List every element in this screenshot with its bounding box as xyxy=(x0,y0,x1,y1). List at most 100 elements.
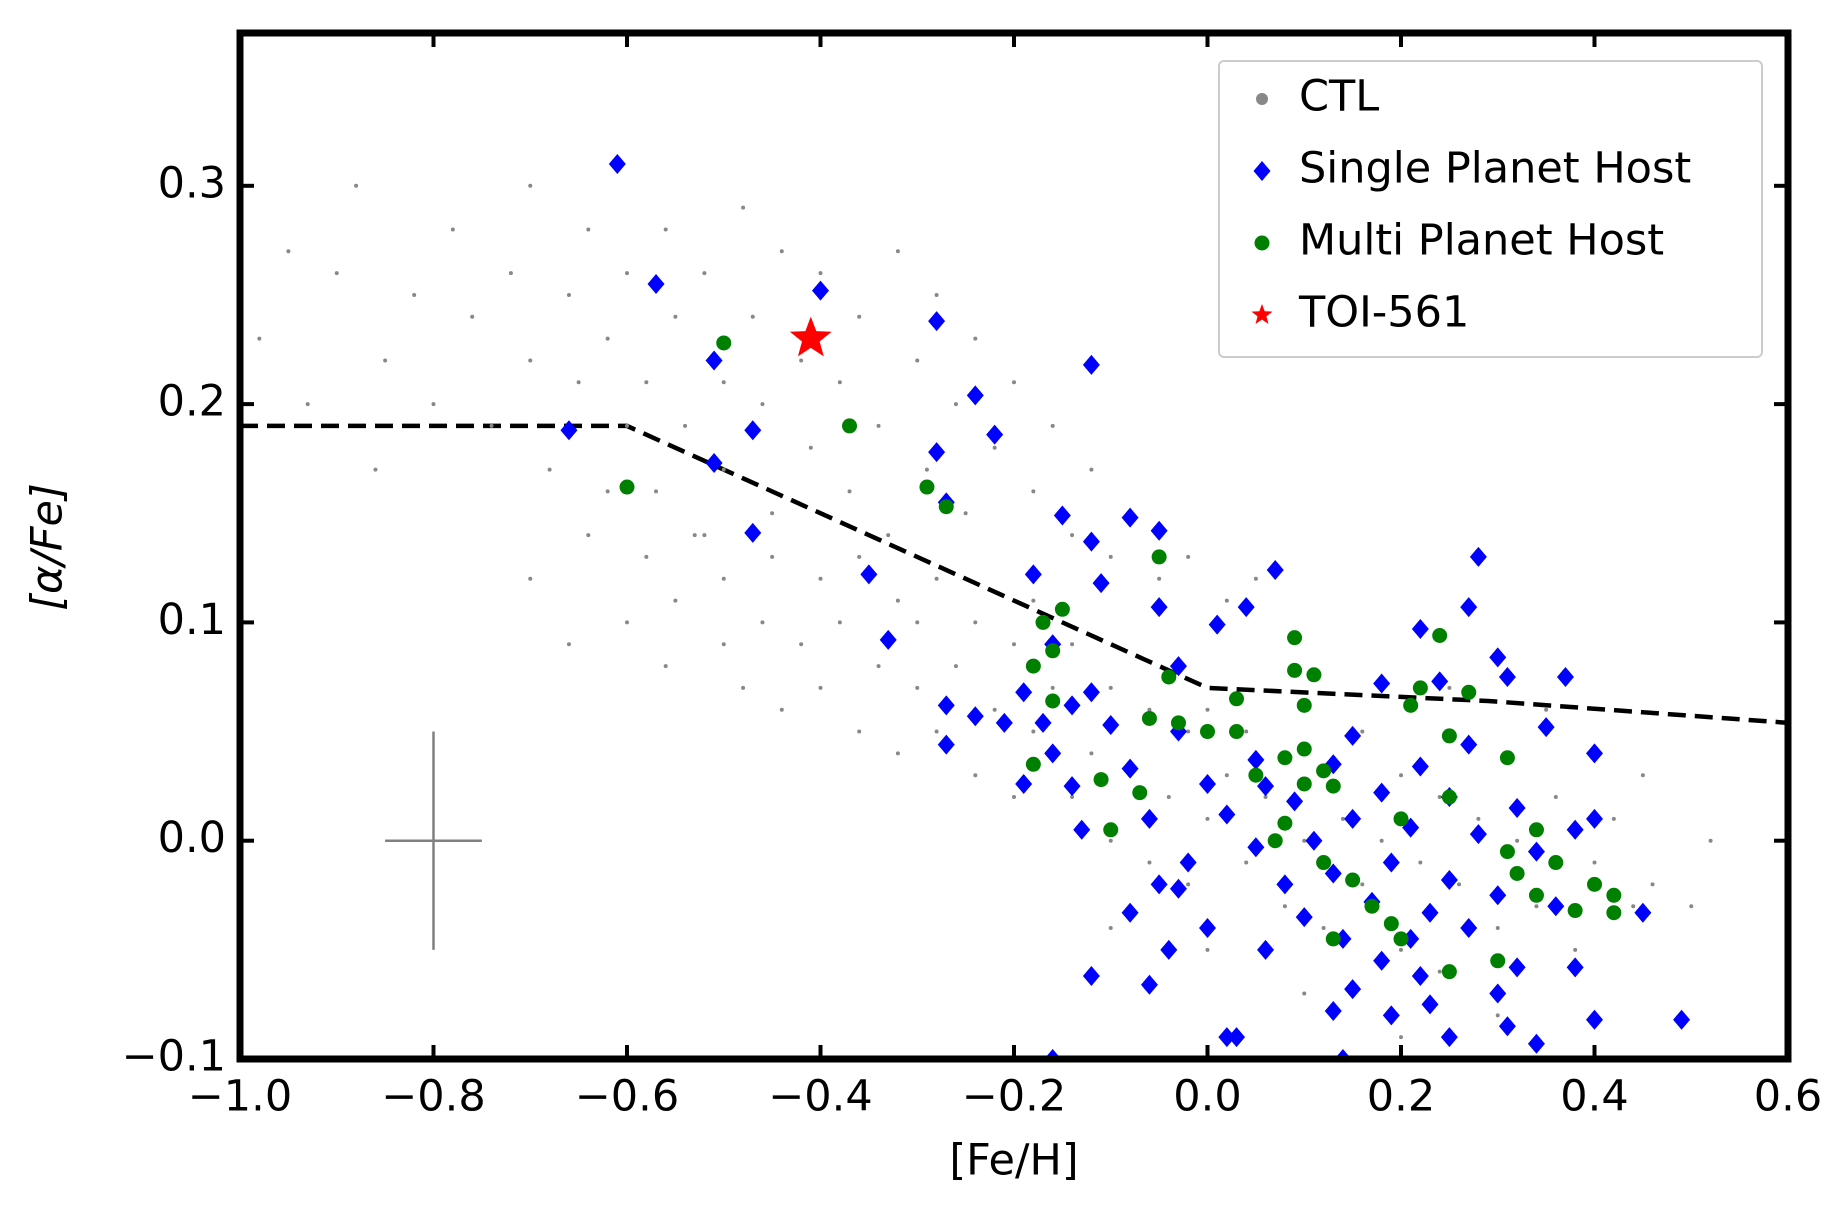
single-host-point xyxy=(1324,863,1342,884)
ctl-point xyxy=(1070,642,1075,647)
ctl-point xyxy=(528,358,533,363)
multi-host-point xyxy=(1093,772,1109,788)
ctl-point xyxy=(992,445,997,450)
multi-host-point xyxy=(1432,628,1448,644)
ctl-point xyxy=(1108,926,1113,931)
ctl-point xyxy=(663,664,668,669)
ctl-point xyxy=(1205,947,1210,952)
single-host-point xyxy=(1344,725,1362,746)
single-host-point xyxy=(1140,974,1158,995)
single-host-point xyxy=(1586,1009,1603,1030)
single-host-point xyxy=(1527,841,1545,862)
ctl-point xyxy=(857,729,862,734)
ctl-point xyxy=(895,751,900,756)
y-tick-label: 0.2 xyxy=(158,377,226,427)
ctl-point xyxy=(1224,598,1229,603)
multi-host-point xyxy=(1296,697,1312,713)
legend-marker xyxy=(1256,93,1268,105)
multi-host-point xyxy=(1441,789,1457,805)
single-host-point xyxy=(1082,682,1100,703)
ctl-point xyxy=(1050,423,1055,428)
single-host-point xyxy=(705,350,723,371)
single-host-point xyxy=(1411,618,1429,639)
ctl-point xyxy=(663,227,668,232)
legend-label: Multi Planet Host xyxy=(1299,216,1664,266)
ctl-point xyxy=(741,685,746,690)
single-host-point xyxy=(1460,918,1478,939)
single-host-point xyxy=(1344,979,1362,1000)
ctl-point xyxy=(760,620,765,625)
ctl-point xyxy=(779,707,784,712)
multi-host-point xyxy=(1509,865,1525,881)
ctl-point xyxy=(1012,380,1016,385)
single-host-point xyxy=(1498,1016,1516,1037)
single-host-point xyxy=(705,453,723,474)
ctl-point xyxy=(692,533,697,538)
single-host-point xyxy=(1218,1027,1236,1048)
ctl-point xyxy=(953,664,958,669)
ctl-point xyxy=(654,489,659,494)
single-host-point xyxy=(1508,957,1526,978)
legend-label: Single Planet Host xyxy=(1299,144,1691,194)
multi-host-point xyxy=(1248,767,1264,783)
multi-host-point xyxy=(1325,931,1341,947)
x-tick-label: 0.2 xyxy=(1367,1072,1435,1122)
ctl-point xyxy=(1263,795,1268,800)
multi-host-point xyxy=(1141,710,1157,726)
ctl-point xyxy=(1650,882,1655,887)
ctl-point xyxy=(1689,904,1694,909)
single-host-point xyxy=(1382,852,1400,873)
ctl-point xyxy=(1457,882,1462,887)
ctl-point xyxy=(1544,707,1549,712)
multi-host-point xyxy=(1025,658,1041,674)
multi-host-point xyxy=(1316,855,1332,871)
ctl-point xyxy=(470,314,475,319)
single-host-point xyxy=(1150,520,1168,541)
ctl-point xyxy=(673,598,678,603)
multi-host-point xyxy=(1461,684,1477,700)
single-host-point xyxy=(1140,808,1158,829)
single-host-point xyxy=(1489,647,1507,668)
multi-host-point xyxy=(1606,887,1622,903)
single-host-point xyxy=(1440,869,1458,890)
multi-host-point xyxy=(1035,614,1051,630)
ctl-point xyxy=(1108,554,1113,559)
single-host-point xyxy=(1121,902,1139,923)
ctl-point xyxy=(1611,816,1616,821)
ctl-point xyxy=(818,271,823,276)
ctl-point xyxy=(1186,882,1191,887)
ctl-point xyxy=(1495,926,1500,931)
single-host-point xyxy=(1460,734,1478,755)
single-host-point xyxy=(1150,597,1168,618)
ctl-point xyxy=(1205,707,1210,712)
single-host-point xyxy=(1469,824,1487,845)
multi-host-point xyxy=(1316,763,1332,779)
ctl-point xyxy=(799,642,804,647)
multi-host-point xyxy=(1393,931,1409,947)
ctl-point xyxy=(1379,838,1384,843)
multi-host-point xyxy=(1287,630,1303,646)
ctl-point xyxy=(741,205,746,210)
single-host-point xyxy=(1305,830,1323,851)
multi-host-point xyxy=(1170,715,1186,731)
ctl-point xyxy=(721,642,726,647)
ctl-point xyxy=(837,620,842,625)
multi-host-point xyxy=(938,499,954,515)
ctl-point xyxy=(779,249,784,254)
ctl-point xyxy=(770,554,775,559)
ctl-point xyxy=(1399,773,1403,778)
single-host-point xyxy=(1121,507,1139,528)
single-host-point xyxy=(1247,749,1265,770)
single-host-point xyxy=(937,695,955,716)
single-host-point xyxy=(812,280,829,301)
single-host-point xyxy=(1257,939,1275,960)
ctl-point xyxy=(1186,554,1191,559)
single-host-point xyxy=(1440,1027,1458,1048)
ctl-point xyxy=(605,336,610,341)
ctl-point xyxy=(1515,838,1520,843)
ctl-point xyxy=(808,445,813,450)
ctl-point xyxy=(1321,926,1326,931)
ctl-point xyxy=(963,511,968,516)
x-tick-label: 0.0 xyxy=(1173,1072,1241,1122)
ctl-point xyxy=(644,380,649,385)
